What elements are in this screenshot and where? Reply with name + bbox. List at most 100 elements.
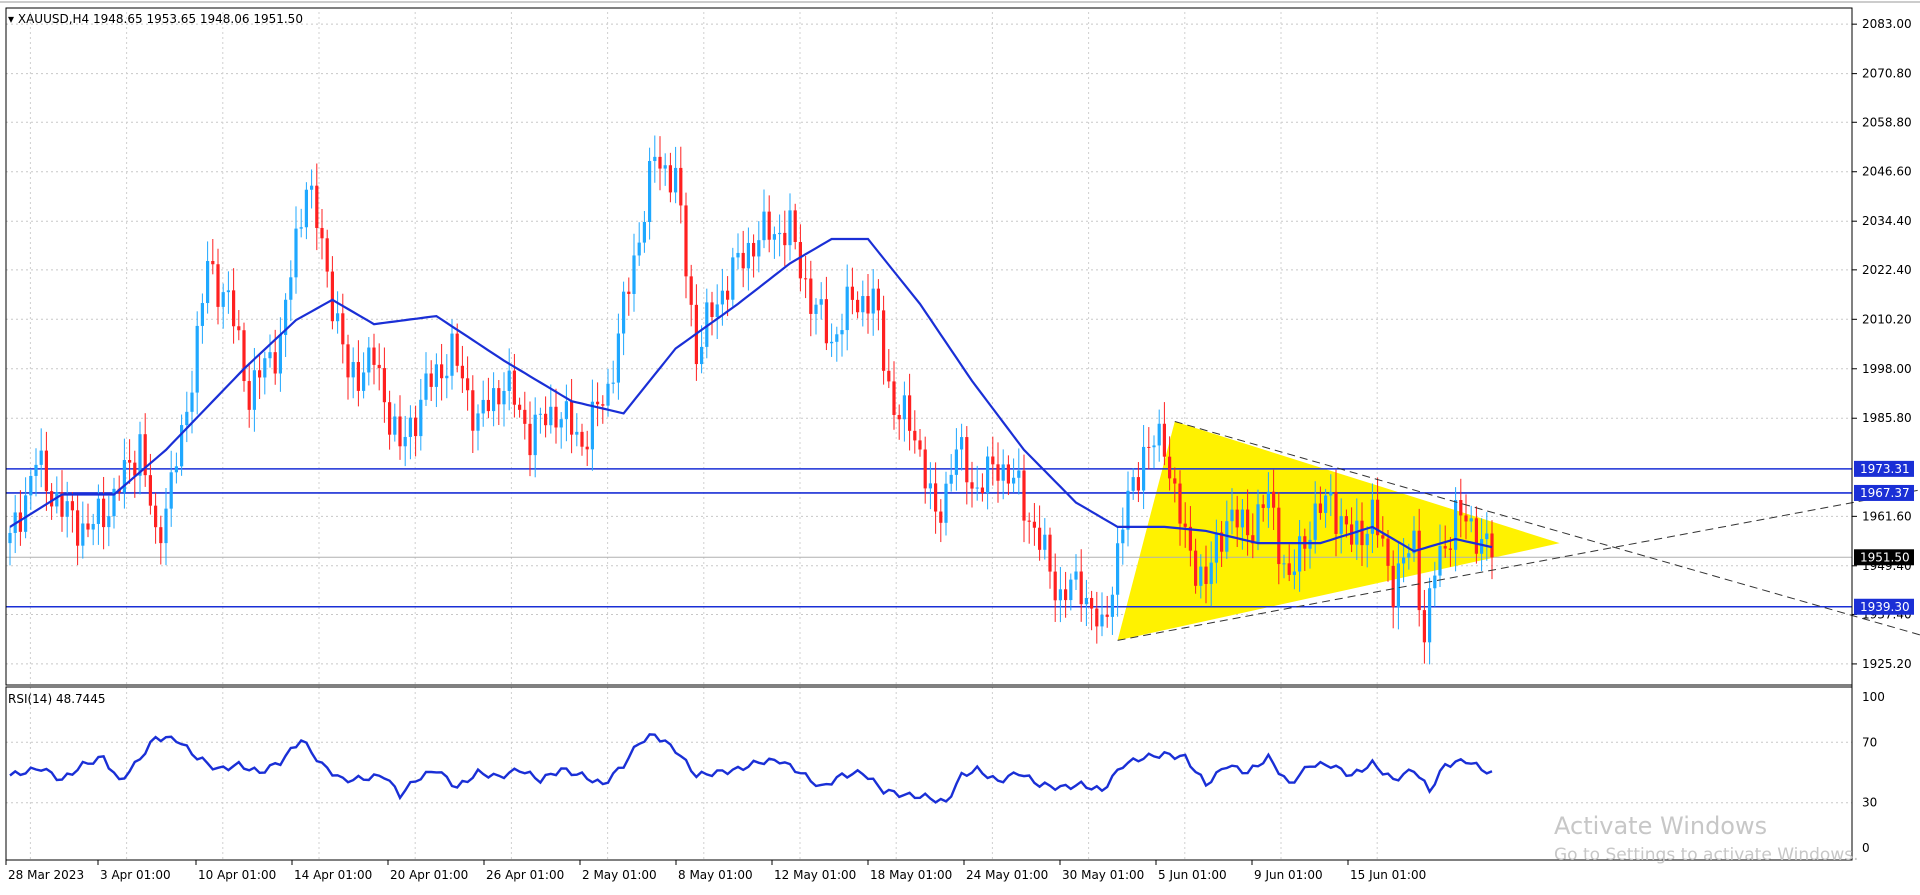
candle-body: [1105, 614, 1109, 617]
candle-body: [1464, 515, 1468, 522]
candle-body: [299, 227, 303, 229]
candle-body: [1100, 614, 1104, 627]
candle-body: [346, 344, 350, 378]
dashed-trendline[interactable]: [1174, 420, 1920, 640]
header-collapse-icon[interactable]: ▾: [8, 12, 15, 26]
candle-body: [1438, 546, 1442, 576]
candle-body: [887, 370, 891, 382]
horizontal-levels[interactable]: [6, 468, 1852, 608]
candle-body: [1277, 507, 1281, 565]
candle-body: [336, 313, 340, 322]
candle-body: [382, 368, 386, 403]
candle-body: [845, 286, 849, 331]
candle-body: [393, 416, 397, 435]
candle-body: [705, 302, 709, 347]
candle-body: [830, 341, 834, 344]
candle-body: [1428, 588, 1432, 643]
moving-average: [9, 237, 1493, 553]
candle-body: [278, 334, 282, 374]
candle-body: [856, 299, 860, 313]
candle-body: [1022, 470, 1026, 521]
price-tick-label: 2034.40: [1862, 214, 1912, 228]
candle-body: [471, 390, 475, 431]
candle-body: [440, 364, 444, 379]
candle-body: [232, 290, 236, 327]
candle-body: [8, 532, 12, 544]
candle-body: [549, 406, 553, 426]
drawing-objects[interactable]: [1117, 421, 1560, 641]
candle-body: [294, 228, 298, 278]
candle-body: [455, 333, 459, 366]
triangle-pattern-object[interactable]: [1117, 421, 1560, 641]
candle-body: [746, 242, 750, 269]
candle-body: [1136, 477, 1140, 491]
candle-body: [195, 325, 199, 393]
time-tick-label: 30 May 01:00: [1062, 868, 1144, 882]
candle-body: [762, 211, 766, 241]
candle-body: [653, 156, 657, 161]
candle-body: [221, 292, 225, 307]
candle-body: [1116, 543, 1120, 595]
symbol-header: ▾ XAUUSD,H4 1948.65 1953.65 1948.06 1951…: [8, 12, 303, 26]
candle-body: [1324, 495, 1328, 513]
candle-body: [1012, 477, 1016, 484]
candle-body: [580, 431, 584, 447]
candle-body: [315, 185, 319, 228]
candle-body: [892, 381, 896, 415]
candle-body: [809, 278, 813, 314]
candle-body: [362, 372, 366, 391]
candle-body: [1199, 566, 1203, 586]
candle-body: [835, 334, 839, 342]
time-tick-label: 2 May 01:00: [582, 868, 657, 882]
candle-body: [585, 446, 589, 450]
rsi-tick-label: 0: [1862, 841, 1870, 855]
candle-body: [1334, 491, 1338, 534]
candle-body: [174, 466, 178, 473]
candle-body: [507, 370, 511, 391]
candle-body: [1308, 539, 1312, 549]
trendlines[interactable]: [1117, 420, 1920, 641]
candle-body: [138, 434, 142, 476]
candle-body: [902, 395, 906, 420]
candle-body: [1220, 532, 1224, 552]
candle-body: [1235, 509, 1239, 528]
candle-body: [434, 364, 438, 387]
candle-body: [1001, 464, 1005, 481]
candle-body: [1053, 571, 1057, 601]
candle-body: [518, 404, 522, 410]
candle-body: [819, 299, 823, 305]
candle-body: [523, 409, 527, 424]
candle-body: [934, 483, 938, 512]
price-tick-label: 2046.60: [1862, 165, 1912, 179]
time-tick-label: 14 Apr 01:00: [294, 868, 372, 882]
candle-body: [76, 510, 80, 546]
candle-body: [1188, 526, 1192, 551]
candle-body: [154, 505, 158, 528]
price-tick-label: 2083.00: [1862, 17, 1912, 31]
dashed-trendline[interactable]: [1117, 486, 1920, 641]
candle-body: [164, 508, 168, 544]
candle-body: [263, 358, 267, 378]
rsi-panel[interactable]: 100 70 30 0: [9, 690, 1885, 855]
candle-body: [731, 257, 735, 300]
candle-body: [133, 462, 137, 476]
candle-body: [1490, 533, 1494, 558]
candle-body: [871, 288, 875, 314]
price-tick-label: 2010.20: [1862, 312, 1912, 326]
candle-body: [1048, 534, 1052, 572]
candle-body: [850, 286, 854, 300]
candle-body: [1214, 532, 1218, 563]
candle-body: [1360, 520, 1364, 546]
candle-body: [804, 278, 808, 280]
candle-body: [512, 370, 516, 405]
candle-body: [143, 434, 147, 476]
rsi-line: [9, 733, 1493, 804]
candle-body: [736, 252, 740, 258]
candle-body: [1027, 520, 1031, 522]
candle-body: [1459, 500, 1463, 516]
candle-body: [180, 425, 184, 467]
time-axis[interactable]: 28 Mar 2023 3 Apr 01:00 10 Apr 01:00 14 Apr…: [5, 860, 1426, 882]
candle-body: [1168, 456, 1172, 479]
